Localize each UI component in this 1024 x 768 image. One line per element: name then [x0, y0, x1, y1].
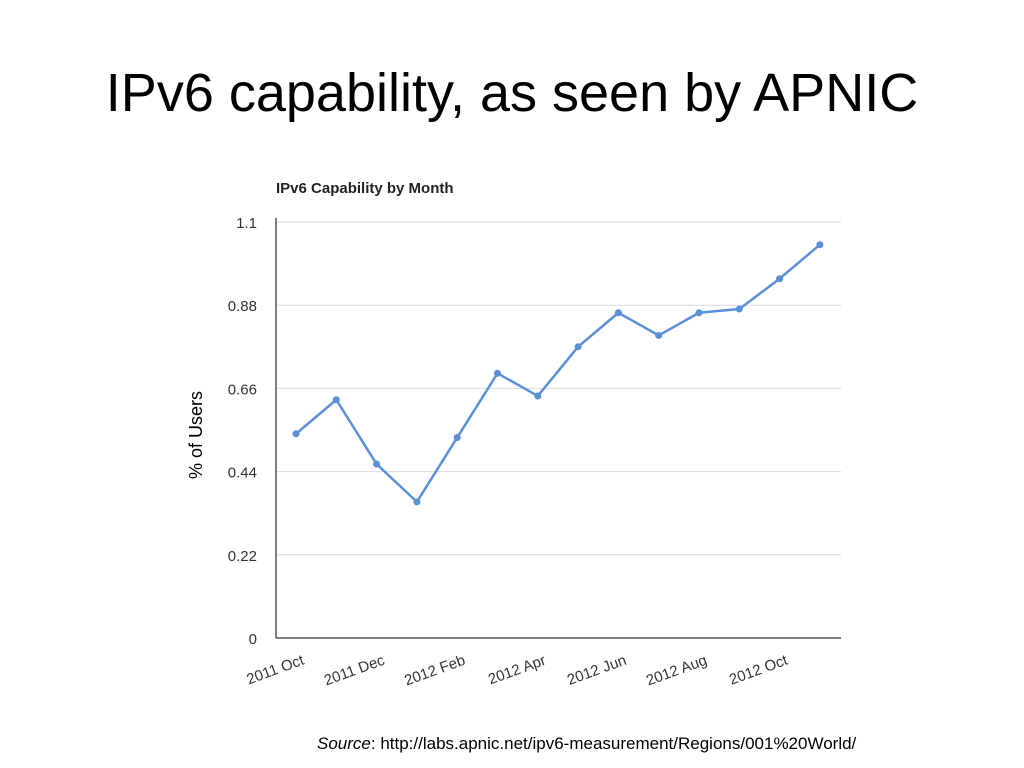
data-point[interactable]: [614, 309, 622, 317]
source-separator: :: [370, 734, 381, 753]
source-citation: Source: http://labs.apnic.net/ipv6-measu…: [317, 734, 856, 754]
y-tick-label: 0: [249, 631, 257, 648]
y-axis-label: % of Users: [186, 391, 206, 479]
y-tick-label: 0.44: [228, 465, 257, 482]
data-point[interactable]: [373, 460, 381, 468]
x-tick-label: 2012 Jun: [565, 652, 629, 689]
data-point[interactable]: [453, 434, 461, 442]
data-point[interactable]: [735, 305, 743, 313]
data-point[interactable]: [776, 275, 784, 283]
data-point[interactable]: [413, 498, 421, 506]
source-label: Source: [317, 734, 371, 753]
x-tick-label: 2011 Oct: [244, 652, 307, 689]
data-point[interactable]: [695, 309, 703, 317]
slide-title: IPv6 capability, as seen by APNIC: [105, 63, 919, 123]
data-point[interactable]: [494, 369, 501, 377]
data-point[interactable]: [655, 331, 663, 339]
x-tick-label: 2012 Feb: [402, 652, 467, 690]
source-url: http://labs.apnic.net/ipv6-measurement/R…: [380, 734, 857, 753]
data-point[interactable]: [816, 241, 824, 249]
data-point[interactable]: [574, 343, 582, 351]
chart-title: IPv6 Capability by Month: [276, 180, 454, 197]
series-line: [295, 243, 821, 504]
x-tick-label: 2012 Oct: [727, 652, 791, 689]
x-tick-label: 2012 Aug: [644, 652, 709, 690]
data-point[interactable]: [534, 392, 542, 400]
x-tick-label: 2011 Dec: [322, 652, 388, 690]
y-tick-label: 1.1: [236, 215, 257, 232]
data-point[interactable]: [292, 430, 300, 438]
y-tick-label: 0.88: [228, 298, 257, 315]
y-tick-label: 0.22: [228, 548, 257, 565]
y-tick-label: 0.66: [228, 381, 257, 398]
data-point[interactable]: [332, 396, 340, 404]
x-tick-label: 2012 Apr: [486, 652, 548, 689]
